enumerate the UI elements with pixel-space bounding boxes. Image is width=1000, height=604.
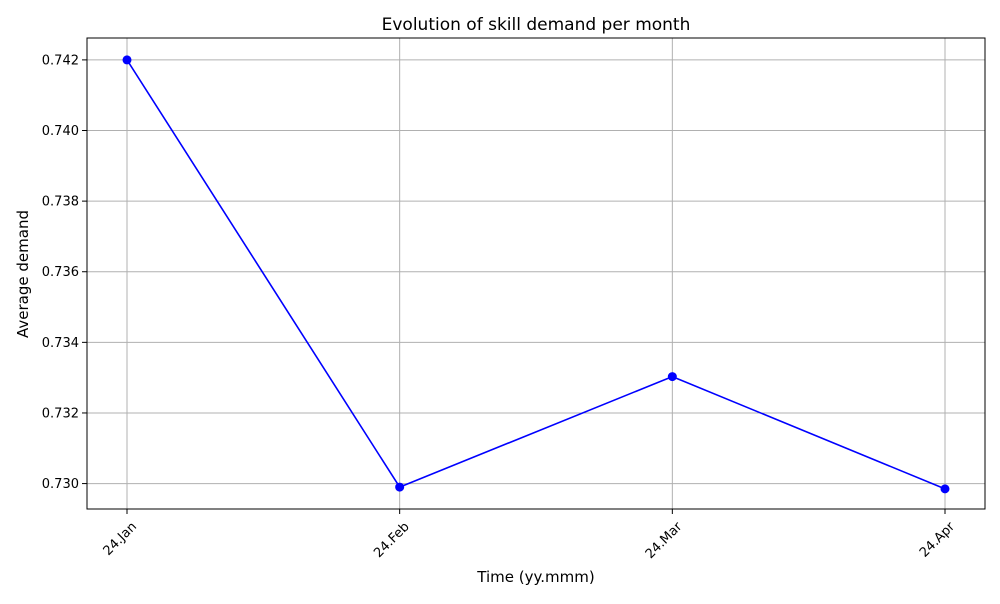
y-axis-label: Average demand	[14, 210, 32, 338]
x-axis-label: Time (yy.mmm)	[476, 568, 594, 586]
series-line	[126, 59, 946, 490]
y-tick-label: 0.738	[42, 195, 79, 210]
plot-frame	[86, 37, 986, 510]
x-tick-label: 24.Apr	[917, 519, 959, 561]
y-tick-label: 0.736	[42, 265, 79, 280]
data-point	[122, 55, 132, 65]
y-tick-label: 0.742	[42, 53, 79, 68]
y-tick-label: 0.734	[42, 336, 79, 351]
x-axis-ticks: 24.Jan 24.Feb 24.Mar 24.Apr	[101, 509, 959, 562]
y-axis-ticks: 0.730 0.732 0.734 0.736 0.738 0.740 0.742	[42, 53, 87, 492]
data-point	[940, 484, 950, 494]
y-tick-label: 0.732	[42, 406, 79, 421]
x-tick-label: 24.Mar	[643, 519, 686, 562]
data-point	[667, 372, 677, 382]
x-tick-label: 24.Jan	[101, 519, 140, 558]
x-tick-label: 24.Feb	[371, 519, 413, 561]
grid-lines	[87, 38, 985, 509]
y-tick-label: 0.730	[42, 477, 79, 492]
data-point	[395, 482, 405, 492]
y-tick-label: 0.740	[42, 124, 79, 139]
series-layer	[122, 55, 950, 494]
chart-title: Evolution of skill demand per month	[382, 15, 691, 35]
